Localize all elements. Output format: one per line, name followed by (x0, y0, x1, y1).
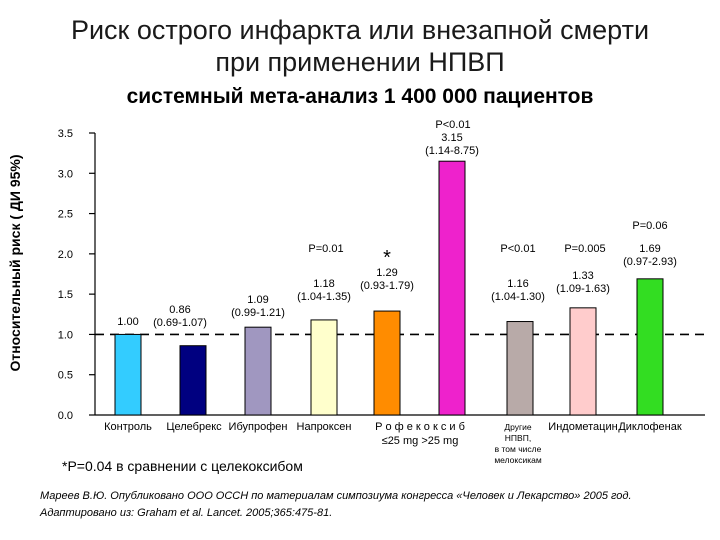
data-label: 1.29 (376, 267, 397, 279)
footnote: *P=0.04 в сравнении с целекоксибом (62, 458, 303, 474)
x-category-label: Другие (504, 422, 531, 432)
data-label: 1.00 (117, 316, 138, 328)
y-tick-label: 1.0 (58, 329, 73, 341)
data-label: (0.99-1.21) (231, 307, 285, 319)
y-tick-label: 0.5 (58, 370, 73, 382)
x-category-label: Диклофенак (618, 421, 682, 433)
p-value-label: P<0.01 (435, 119, 470, 131)
y-tick-label: 2.5 (58, 209, 73, 221)
bar (373, 310, 401, 416)
p-value-label: P=0.005 (564, 243, 605, 255)
data-label: 1.16 (507, 278, 528, 290)
x-category-label: Контроль (104, 421, 152, 433)
data-label: 0.86 (169, 304, 190, 316)
source-citation: Мареев В.Ю. Опубликовано ООО ОССН по мат… (40, 488, 710, 522)
significance-star: * (383, 247, 391, 269)
x-category-label: Напроксен (297, 421, 352, 433)
source-line-2: Адаптировано из: Graham et al. Lancet. 2… (40, 507, 333, 519)
x-category-label: НПВП, (505, 433, 531, 443)
y-tick-label: 3.0 (58, 168, 73, 180)
chart-subtitle: системный мета-анализ 1 400 000 пациенто… (126, 85, 594, 108)
y-tick-label: 2.0 (58, 249, 73, 261)
data-label: (0.69-1.07) (153, 317, 207, 329)
data-label: 1.09 (247, 294, 268, 306)
x-category-label: Р о ф е к о к с и б (375, 421, 465, 433)
p-value-label: P=0.06 (632, 220, 667, 232)
bar (636, 278, 664, 416)
chart-title-line1: Риск острого инфаркта или внезапной смер… (70, 15, 650, 45)
y-tick-label: 1.5 (58, 289, 73, 301)
data-label: (0.93-1.79) (360, 280, 414, 292)
x-category-label: ≤25 mg >25 mg (382, 435, 459, 447)
p-value-label: P=0.01 (308, 243, 343, 255)
data-label: (1.04-1.35) (297, 291, 351, 303)
source-line-1: Мареев В.Ю. Опубликовано ООО ОССН по мат… (40, 490, 632, 502)
x-category-label: Целебрекс (166, 421, 222, 433)
x-category-label: Индометацин (548, 421, 617, 433)
data-label: (0.97-2.93) (623, 256, 677, 268)
data-label: (1.04-1.30) (491, 291, 545, 303)
p-value-label: P<0.01 (500, 243, 535, 255)
bar (244, 326, 272, 416)
data-label: 3.15 (441, 132, 462, 144)
bar (569, 307, 597, 416)
y-tick-label: 0.0 (58, 410, 73, 422)
data-label: (1.14-8.75) (425, 145, 479, 157)
x-category-label: Ибупрофен (229, 421, 288, 433)
bar (310, 319, 338, 416)
bar (438, 160, 466, 416)
x-category-label: в том числе (495, 444, 542, 454)
y-tick-label: 3.5 (58, 128, 73, 140)
bar (179, 345, 207, 416)
bar (506, 321, 534, 416)
chart-title-line2: при применении НПВП (215, 47, 505, 77)
data-label: 1.69 (639, 243, 660, 255)
bar (114, 333, 142, 416)
x-category-label: мелоксикам (494, 455, 542, 465)
data-label: 1.33 (572, 270, 593, 282)
data-label: (1.09-1.63) (556, 283, 610, 295)
data-label: 1.18 (313, 278, 334, 290)
